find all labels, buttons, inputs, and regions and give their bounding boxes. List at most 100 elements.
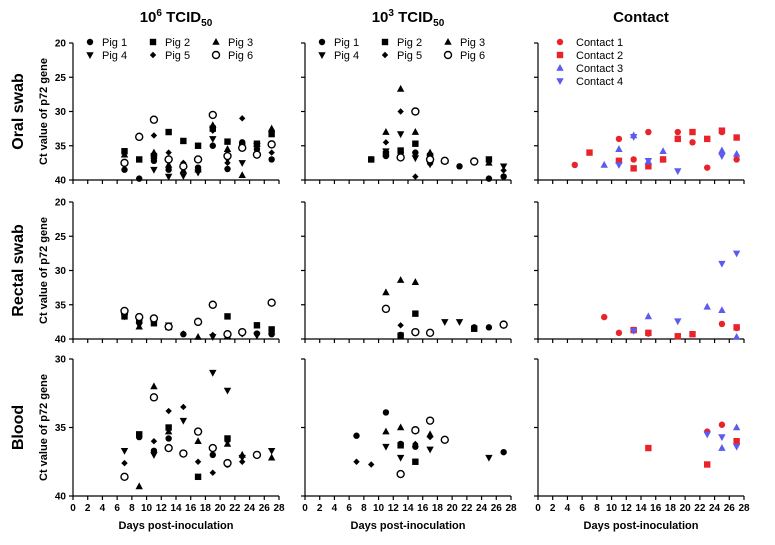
data-point — [382, 128, 390, 135]
data-point — [121, 166, 128, 173]
data-point — [208, 110, 217, 120]
data-point — [223, 145, 232, 152]
data-point — [238, 327, 247, 337]
legend-label: Pig 1 — [102, 37, 127, 49]
data-point — [630, 156, 637, 163]
data-point — [252, 450, 262, 460]
data-point — [382, 148, 390, 156]
data-point — [615, 329, 623, 337]
data-point — [209, 142, 216, 149]
legend-label: Pig 2 — [165, 37, 190, 49]
data-point — [426, 433, 434, 441]
data-point — [382, 409, 390, 416]
data-point — [456, 163, 463, 170]
panel — [534, 201, 745, 343]
data-point — [382, 288, 390, 296]
data-point — [645, 163, 652, 170]
data-point — [412, 440, 419, 448]
data-point — [368, 156, 375, 163]
data-point — [426, 430, 434, 438]
data-point — [732, 250, 741, 258]
y-tick-label: 40 — [55, 176, 67, 187]
data-point — [689, 139, 696, 146]
legend-marker — [86, 38, 94, 46]
data-point — [252, 150, 262, 159]
x-axis-title: Days post-inoculation — [119, 520, 234, 532]
data-point — [120, 150, 129, 158]
data-point — [193, 155, 203, 164]
x-tick-label: 6 — [114, 503, 120, 514]
y-tick-label: 30 — [55, 355, 67, 366]
x-tick-label: 28 — [738, 503, 750, 514]
legend-label: Pig 3 — [228, 37, 253, 49]
data-point — [426, 148, 434, 156]
x-tick-label: 20 — [447, 503, 459, 514]
x-tick-label: 26 — [724, 503, 736, 514]
data-point — [136, 175, 143, 182]
data-point — [253, 142, 261, 150]
x-tick-label: 8 — [361, 503, 367, 514]
data-point — [615, 135, 623, 143]
data-point — [412, 173, 419, 180]
data-point — [149, 393, 159, 402]
data-point — [396, 84, 405, 92]
data-point — [412, 140, 419, 147]
data-point — [470, 157, 479, 166]
data-point — [180, 330, 187, 337]
data-point — [659, 156, 667, 163]
panel: 20 25 30 35 40 — [55, 198, 280, 346]
column-title: 103 TCID50 — [372, 8, 445, 29]
data-point — [193, 427, 203, 436]
data-point — [615, 162, 623, 169]
legend-label: Pig 1 — [334, 37, 359, 49]
legend-marker — [212, 38, 220, 45]
data-point — [164, 427, 173, 435]
legend-marker — [381, 51, 389, 59]
data-point — [209, 369, 217, 377]
legend-label: Contact 3 — [576, 63, 623, 75]
data-point — [136, 156, 143, 163]
y-tick-label: 20 — [55, 198, 67, 209]
data-point — [238, 454, 246, 462]
data-point — [268, 130, 275, 138]
data-point — [471, 324, 478, 332]
data-point — [689, 128, 696, 136]
data-point — [209, 121, 217, 128]
x-tick-label: 22 — [694, 503, 706, 514]
data-point — [411, 426, 420, 435]
data-point — [645, 128, 652, 136]
legend-label: Contact 4 — [576, 76, 623, 88]
data-point — [224, 438, 231, 445]
data-point — [150, 382, 158, 390]
data-point — [193, 317, 203, 327]
data-point — [150, 452, 158, 459]
data-point — [411, 107, 420, 116]
data-point — [224, 138, 231, 145]
data-point — [194, 473, 202, 481]
data-point — [223, 458, 232, 468]
data-point — [396, 131, 405, 139]
x-tick-label: 24 — [476, 503, 488, 514]
data-point — [164, 160, 173, 168]
data-point — [223, 387, 232, 395]
data-point — [412, 149, 419, 156]
data-point — [411, 155, 420, 163]
legend-marker — [318, 38, 326, 46]
data-point — [425, 155, 435, 164]
y-axis-title: Ct value of p72 gene — [38, 374, 50, 481]
legend-marker — [149, 51, 157, 59]
data-point — [732, 332, 741, 340]
x-tick-label: 26 — [259, 503, 271, 514]
data-point — [209, 136, 217, 143]
row-title: Blood — [10, 405, 27, 450]
data-point — [165, 435, 172, 442]
data-point — [644, 312, 653, 320]
data-point — [732, 149, 741, 157]
panel — [534, 42, 745, 184]
legend-label: Pig 2 — [397, 37, 422, 49]
x-tick-label: 28 — [273, 503, 285, 514]
y-axis-title: Ct value of p72 gene — [38, 58, 50, 165]
x-tick-label: 10 — [606, 503, 618, 514]
x-tick-label: 18 — [200, 503, 212, 514]
